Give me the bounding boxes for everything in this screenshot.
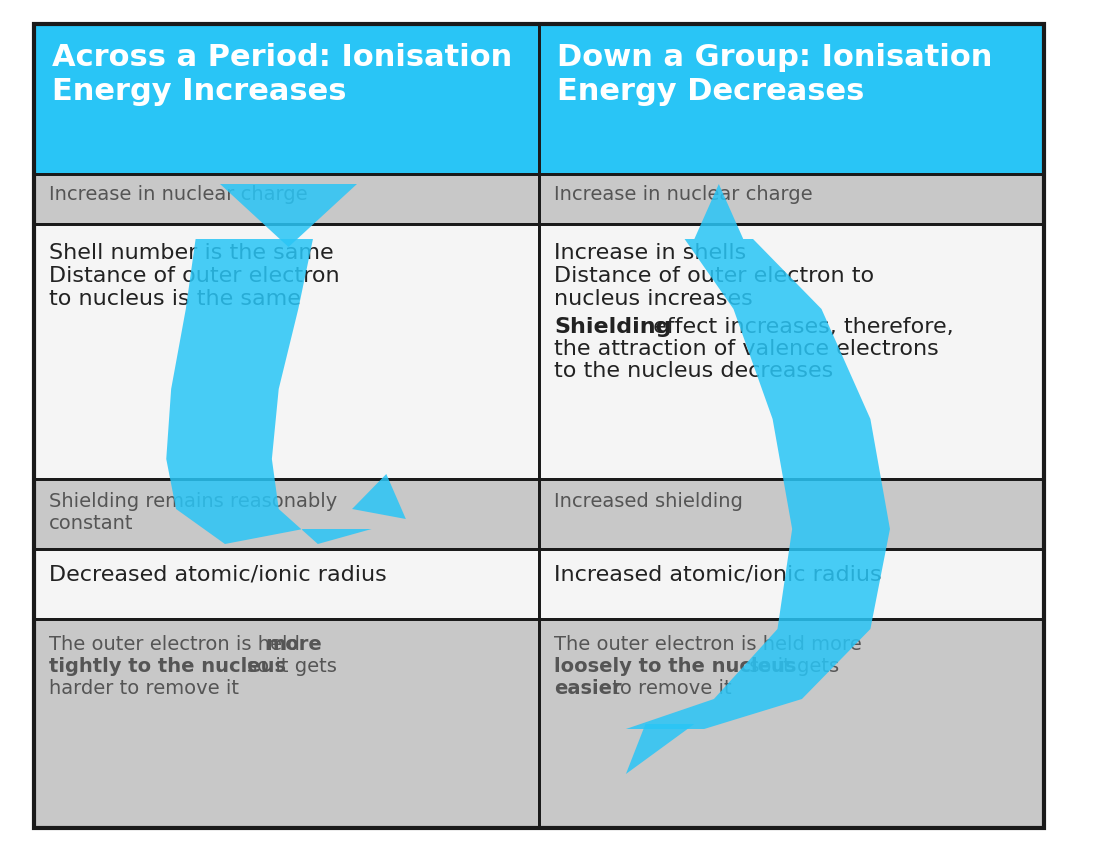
Text: Decreased atomic/ionic radius: Decreased atomic/ionic radius bbox=[48, 565, 386, 584]
Text: the attraction of valence electrons: the attraction of valence electrons bbox=[554, 339, 938, 358]
Text: more: more bbox=[265, 635, 322, 653]
Bar bbox=[34, 549, 539, 619]
Polygon shape bbox=[626, 724, 694, 774]
Bar bbox=[34, 619, 539, 828]
Text: to remove it: to remove it bbox=[606, 678, 732, 697]
Text: loosely to the nucleus: loosely to the nucleus bbox=[554, 656, 796, 676]
Polygon shape bbox=[220, 185, 358, 247]
Text: Shell number is the same
Distance of outer electron
to nucleus is the same: Shell number is the same Distance of out… bbox=[48, 243, 340, 309]
Text: Down a Group: Ionisation
Energy Decreases: Down a Group: Ionisation Energy Decrease… bbox=[557, 43, 992, 106]
Text: Increase in nuclear charge: Increase in nuclear charge bbox=[554, 185, 813, 204]
Text: Increased atomic/ionic radius: Increased atomic/ionic radius bbox=[554, 565, 881, 584]
Text: tightly to the nucleus: tightly to the nucleus bbox=[48, 656, 293, 676]
Text: to the nucleus decreases: to the nucleus decreases bbox=[554, 361, 834, 380]
Bar bbox=[34, 175, 539, 224]
Text: harder to remove it: harder to remove it bbox=[48, 678, 239, 697]
Text: Increased shielding: Increased shielding bbox=[554, 491, 742, 510]
Text: The outer electron is held: The outer electron is held bbox=[48, 635, 306, 653]
Bar bbox=[34, 25, 539, 175]
Polygon shape bbox=[694, 185, 744, 240]
Text: so it gets: so it gets bbox=[246, 656, 337, 676]
Polygon shape bbox=[626, 240, 890, 729]
Text: easier: easier bbox=[554, 678, 621, 697]
Text: Shielding: Shielding bbox=[554, 316, 671, 337]
Text: Increase in shells
Distance of outer electron to
nucleus increases: Increase in shells Distance of outer ele… bbox=[554, 243, 874, 309]
Polygon shape bbox=[352, 474, 406, 519]
Text: Shielding remains reasonably
constant: Shielding remains reasonably constant bbox=[48, 491, 337, 532]
Text: Increase in nuclear charge: Increase in nuclear charge bbox=[48, 185, 308, 204]
Bar bbox=[539, 175, 1045, 224]
Bar bbox=[34, 479, 539, 549]
Bar bbox=[539, 479, 1045, 549]
Text: The outer electron is held more: The outer electron is held more bbox=[554, 635, 861, 653]
Bar bbox=[34, 224, 539, 479]
Bar bbox=[539, 224, 1045, 479]
Text: effect increases, therefore,: effect increases, therefore, bbox=[647, 316, 954, 337]
Polygon shape bbox=[166, 240, 372, 544]
Bar bbox=[539, 25, 1045, 175]
Bar bbox=[539, 549, 1045, 619]
Text: Across a Period: Ionisation
Energy Increases: Across a Period: Ionisation Energy Incre… bbox=[52, 43, 513, 106]
Text: so it gets: so it gets bbox=[744, 656, 839, 676]
Bar bbox=[539, 619, 1045, 828]
